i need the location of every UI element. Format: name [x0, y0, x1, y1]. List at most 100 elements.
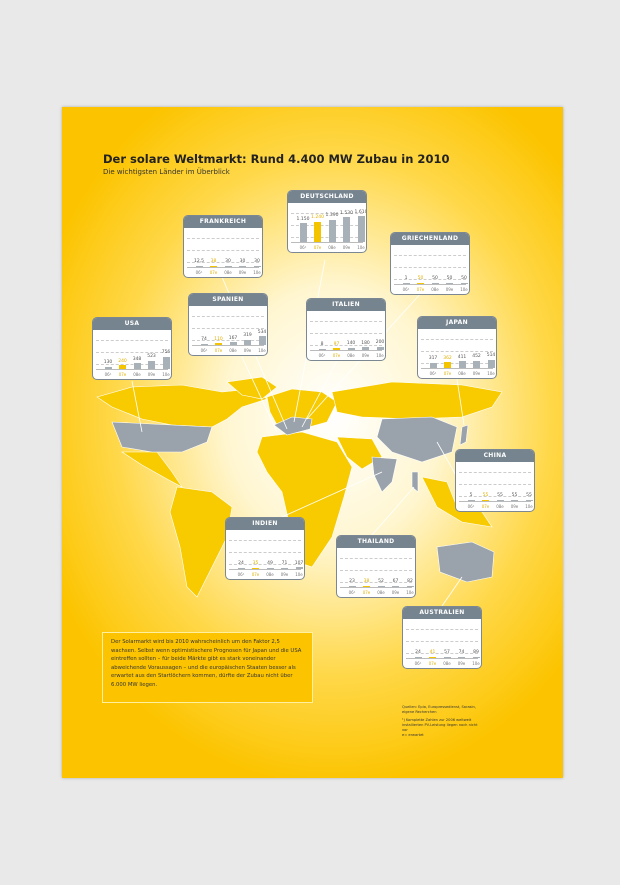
x-tick-label: 08e — [443, 661, 451, 666]
middle-east — [336, 436, 383, 470]
data-label: 514 — [486, 353, 496, 359]
baseline — [192, 345, 264, 346]
x-tick-label: 10e — [162, 372, 170, 377]
gridline — [96, 340, 168, 341]
data-label: 411 — [457, 354, 467, 360]
data-label: 452 — [472, 354, 481, 360]
x-tick-label: 08e — [133, 372, 141, 377]
data-label: 38 — [210, 259, 217, 264]
data-label: 55 — [497, 493, 503, 498]
bar — [482, 499, 489, 501]
bar — [443, 656, 451, 658]
data-label: 12,5 — [193, 259, 205, 264]
bar — [318, 348, 326, 350]
data-label: 41 — [429, 650, 436, 655]
bar — [295, 567, 303, 569]
southeast-asia — [421, 476, 493, 528]
bar — [458, 361, 466, 368]
x-tick-label: 09e — [243, 348, 252, 353]
chart-spanien: SPANIEN 74 06¹ 110 07e 167 08e 319 09e 534 10e — [188, 293, 268, 356]
sources-text: Quellen: Epia, Europressedienst, Sarasin… — [402, 705, 476, 714]
x-tick-label: 10e — [487, 371, 495, 376]
data-label: 30 — [254, 259, 260, 264]
x-tick-label: 06¹ — [195, 270, 203, 275]
x-tick-label: 07e — [209, 270, 218, 275]
x-tick-label: 07e — [428, 661, 437, 666]
chart-china: CHINA 5 06¹ 55 07e 55 08e 55 09e 55 10e — [455, 449, 535, 512]
x-tick-label: 06¹ — [299, 245, 307, 250]
data-label: 200 — [375, 340, 385, 346]
bar — [429, 656, 436, 658]
data-label: 1.150 — [296, 216, 310, 222]
bar — [281, 567, 288, 569]
x-tick-label: 06¹ — [200, 348, 208, 353]
bar — [467, 499, 475, 501]
data-label: 5 — [469, 493, 473, 498]
poster: Der solare Weltmarkt: Rund 4.400 MW Zuba… — [62, 107, 563, 778]
bar — [299, 223, 307, 242]
russia — [331, 381, 503, 420]
bar — [357, 216, 365, 242]
chart-frankreich: FRANKREICH 12,5 06¹ 38 07e 30 08e 30 09e 30 10e — [183, 215, 263, 278]
chart-title: FRANKREICH — [184, 216, 262, 228]
chart-title: INDIEN — [226, 518, 304, 530]
bar — [343, 217, 350, 242]
chart-title: THAILAND — [337, 536, 415, 548]
x-tick-label: 07e — [251, 572, 260, 577]
africa — [256, 431, 353, 568]
data-label: 348 — [132, 356, 142, 362]
gridline — [291, 237, 363, 238]
x-tick-label: 09e — [510, 504, 519, 509]
bar — [472, 656, 480, 658]
x-tick-label: 07e — [443, 371, 452, 376]
x-tick-label: 10e — [460, 287, 468, 292]
x-tick-label: 10e — [472, 661, 480, 666]
x-tick-label: 07e — [118, 372, 127, 377]
chart-thailand: THAILAND 23 06¹ 38 07e 52 08e 67 09e 82 10e — [336, 535, 416, 598]
australia-map — [436, 541, 495, 583]
bar — [444, 362, 451, 368]
central-america — [120, 451, 183, 488]
bar — [258, 336, 266, 345]
data-label: 23 — [349, 579, 355, 584]
data-label: 24 — [238, 561, 244, 566]
x-tick-label: 08e — [266, 572, 274, 577]
data-label: 1.240 — [311, 215, 324, 221]
x-tick-label: 08e — [229, 348, 237, 353]
x-tick-label: 07e — [214, 348, 223, 353]
bar — [363, 585, 370, 587]
gridline — [96, 352, 168, 353]
bar — [229, 342, 237, 345]
bar — [406, 585, 414, 587]
chart-japan: JAPAN 317 06¹ 362 07e 411 08e 452 09e 514 10e — [417, 316, 497, 379]
bar — [348, 585, 356, 587]
chart-australien: AUSTRALIEN 24 06¹ 41 07e 57 08e 74 09e 89 10e — [402, 606, 482, 669]
baseline — [421, 368, 493, 369]
bar — [328, 219, 336, 242]
bar — [200, 343, 208, 345]
data-label: 24 — [415, 650, 421, 655]
baseline — [340, 587, 412, 588]
gridline — [291, 225, 363, 226]
bar — [252, 567, 259, 569]
baseline — [394, 284, 466, 285]
gridline — [229, 540, 301, 541]
gridline — [340, 570, 412, 571]
data-label: 67 — [392, 579, 399, 584]
x-tick-label: 07e — [332, 353, 341, 358]
data-label: 1 — [404, 276, 408, 281]
bar — [511, 499, 518, 501]
data-label: 319 — [243, 333, 252, 339]
chart-usa: USA 130 06¹ 240 07e 348 08e 523 09e 756 10e — [92, 317, 172, 380]
world-map — [96, 259, 503, 607]
bar — [210, 265, 217, 267]
gridline — [192, 328, 264, 329]
bar — [314, 221, 321, 242]
x-tick-label: 06¹ — [318, 353, 326, 358]
gridline — [310, 345, 382, 346]
data-label: 38 — [363, 579, 370, 584]
footnote: ¹) Komplette Zahlen zur 2006 weltweit in… — [402, 718, 478, 732]
gridline — [229, 564, 301, 565]
baseline — [229, 569, 301, 570]
data-label: 55 — [511, 493, 518, 498]
